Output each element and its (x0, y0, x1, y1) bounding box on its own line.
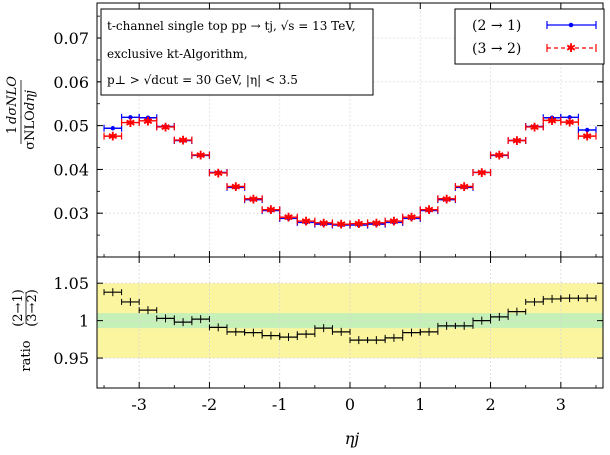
x-tick-label: 2 (485, 395, 495, 414)
data-point-series-2: ✱ (442, 192, 452, 206)
data-point-series-2: ✱ (565, 116, 575, 130)
data-point-series-1 (567, 115, 572, 120)
data-point-series-2: ✱ (266, 203, 276, 217)
legend-label-series-2: (3 → 2) (472, 41, 521, 57)
data-point-series-2: ✱ (477, 166, 487, 180)
main-ytick-label: 0.06 (53, 73, 89, 92)
data-point-series-2: ✱ (213, 166, 223, 180)
main-ytick-label: 0.07 (53, 29, 89, 48)
data-point-series-2: ✱ (354, 217, 364, 231)
ylabel-den-sigma: σNLO (23, 110, 38, 150)
ratio-ytick-label: 1 (79, 312, 89, 331)
ylabel-num-one: 1 (5, 126, 20, 134)
legend-marker-series-1 (546, 21, 597, 29)
data-point-series-2: ✱ (248, 192, 258, 206)
data-point-series-2: ✱ (283, 211, 293, 225)
main-ytick-label: 0.05 (53, 117, 89, 136)
data-point-series-2: ✱ (512, 134, 522, 148)
data-point-series-2: ✱ (125, 116, 135, 130)
data-point-series-1 (110, 126, 116, 131)
x-tick-label: 0 (345, 395, 355, 414)
legend: (2 → 1) (3 → 2) ✱ (454, 8, 605, 65)
data-point-series-1 (128, 115, 133, 120)
data-point-series-1 (145, 115, 151, 120)
main-series: ✱ ✱ ✱ ✱ ✱ ✱ ✱ ✱ ✱ ✱ ✱ ✱ ✱ ✱ ✱ ✱ ✱ ✱ ✱ ✱ ✱ ✱ ✱ ✱ ✱ ✱ ✱ ✱ (103, 113, 597, 232)
x-tick-label: -1 (272, 395, 288, 414)
data-point-series-2: ✱ (529, 120, 539, 134)
data-point-series-2: ✱ (108, 130, 118, 144)
ratio-ylabel-text: ratio (19, 340, 34, 371)
data-point-series-2: ✱ (319, 216, 329, 230)
info-line-3: p⊥ > √dcut = 30 GeV, |η| < 3.5 (107, 73, 298, 87)
svg-text:dηj: dηj (23, 90, 38, 110)
x-tick-label: 3 (556, 395, 566, 414)
ylabel-num-dsigma: dσNLO (5, 76, 20, 124)
ratio-series (103, 288, 597, 345)
x-tick-label: -2 (202, 395, 218, 414)
x-tick-label: 1 (415, 395, 425, 414)
ratio-ylabel: ratio (2→1) (3→2) (11, 289, 40, 371)
ratio-ylabel-den: (3→2) (25, 289, 40, 327)
data-point-series-2: ✱ (582, 130, 592, 144)
main-ylabel: 1 σNLO dσNLO dηj (5, 76, 38, 150)
x-tick-label: -3 (131, 395, 147, 414)
info-line-2: exclusive kt-Algorithm, (107, 47, 248, 61)
data-point-series-2: ✱ (406, 211, 416, 225)
ratio-ytick-label: 0.95 (53, 349, 89, 368)
data-point-series-2: ✱ (231, 180, 241, 194)
ylabel-den-deta: dηj (23, 90, 38, 110)
data-point-series-2: ✱ (424, 203, 434, 217)
main-ytick-label: 0.03 (53, 204, 89, 223)
data-point-series-2: ✱ (371, 216, 381, 230)
svg-text:1: 1 (5, 126, 20, 134)
svg-text:σNLO: σNLO (23, 110, 38, 150)
data-point-series-1 (584, 127, 590, 133)
legend-label-series-1: (2 → 1) (472, 18, 521, 34)
data-point-series-2: ✱ (178, 134, 188, 148)
main-axes: 0.03 0.04 0.05 0.06 0.07 (53, 2, 604, 258)
info-box: t-channel single top pp → tj, √s = 13 Te… (100, 8, 374, 96)
legend-marker-series-2: ✱ (546, 41, 597, 55)
svg-text:dσNLO: dσNLO (5, 76, 20, 124)
data-point-series-2: ✱ (389, 215, 399, 229)
ratio-grid (97, 257, 603, 388)
data-point-series-2: ✱ (160, 120, 170, 134)
data-point-series-2: ✱ (336, 218, 346, 232)
data-point-series-1 (549, 115, 555, 120)
data-point-series-2: ✱ (196, 148, 206, 162)
data-point-series-2: ✱ (459, 180, 469, 194)
data-point-series-2: ✱ (301, 215, 311, 229)
main-ytick-label: 0.04 (53, 160, 89, 179)
data-point-series-2: ✱ (143, 114, 153, 128)
x-axis-label: ηj (345, 429, 360, 448)
info-line-1: t-channel single top pp → tj, √s = 13 Te… (107, 19, 356, 33)
ratio-axes: 0.95 1 1.05 -3 -2 -1 0 1 2 3 (53, 254, 604, 414)
ratio-ylabel-num: (2→1) (11, 289, 26, 327)
svg-text:✱: ✱ (566, 41, 576, 55)
data-point-series-2: ✱ (547, 114, 557, 128)
data-point-series-2: ✱ (494, 148, 504, 162)
ratio-ytick-label: 1.05 (53, 274, 89, 293)
